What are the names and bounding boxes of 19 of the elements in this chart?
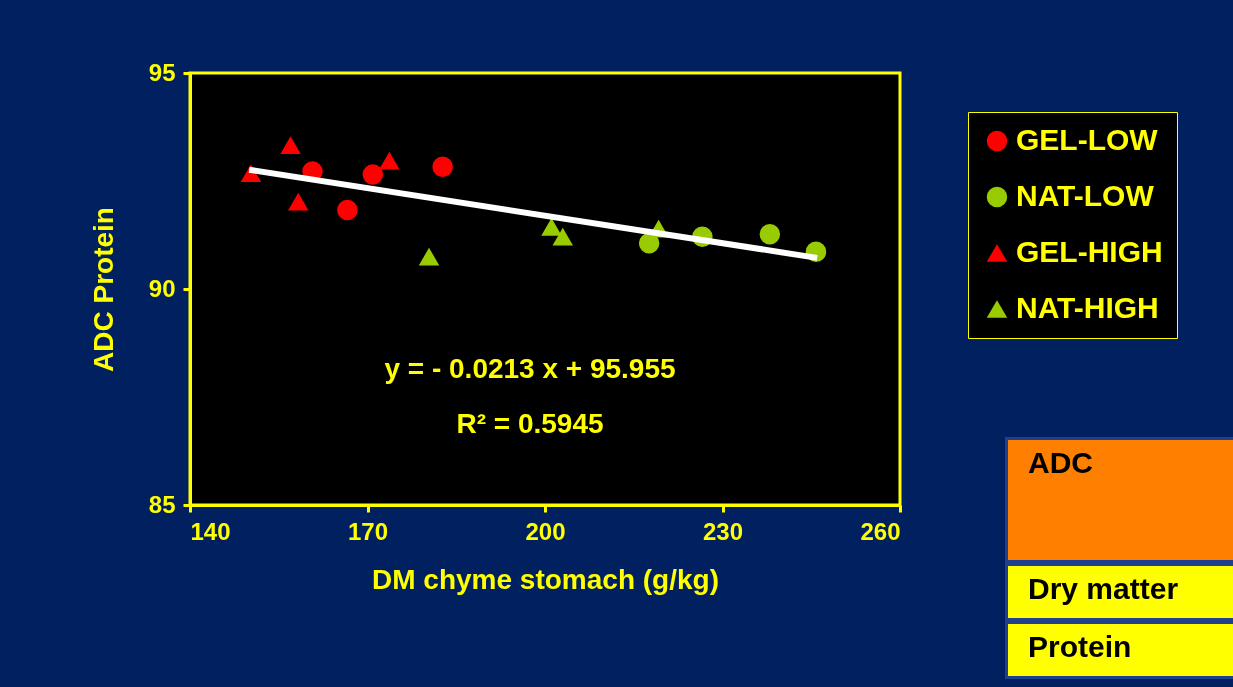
legend-label: GEL-LOW — [1016, 123, 1159, 156]
text: Protein — [1005, 621, 1233, 679]
y-tick-label: 90 — [148, 274, 176, 302]
x-tick-label: 200 — [525, 517, 566, 545]
legend-label: GEL-HIGH — [1016, 235, 1163, 268]
text: ADC — [1005, 437, 1233, 563]
y-axis-title: ADC Protein — [87, 207, 119, 372]
y-tick-label: 85 — [148, 490, 176, 518]
legend-label: NAT-HIGH — [1016, 291, 1159, 324]
text: Dry matter — [1005, 563, 1233, 621]
x-tick-label: 170 — [347, 517, 389, 545]
x-axis-title: DM chyme stomach (g/kg) — [372, 563, 719, 595]
annotation: y = - 0.0213 x + 95.955 — [384, 353, 676, 384]
x-tick-label: 230 — [702, 517, 744, 545]
annotation: R² = 0.5945 — [456, 408, 604, 439]
x-tick-label: 140 — [190, 517, 231, 545]
x-tick-label: 260 — [860, 517, 901, 545]
legend-label: NAT-LOW — [1016, 179, 1155, 212]
y-tick-label: 95 — [148, 58, 176, 86]
